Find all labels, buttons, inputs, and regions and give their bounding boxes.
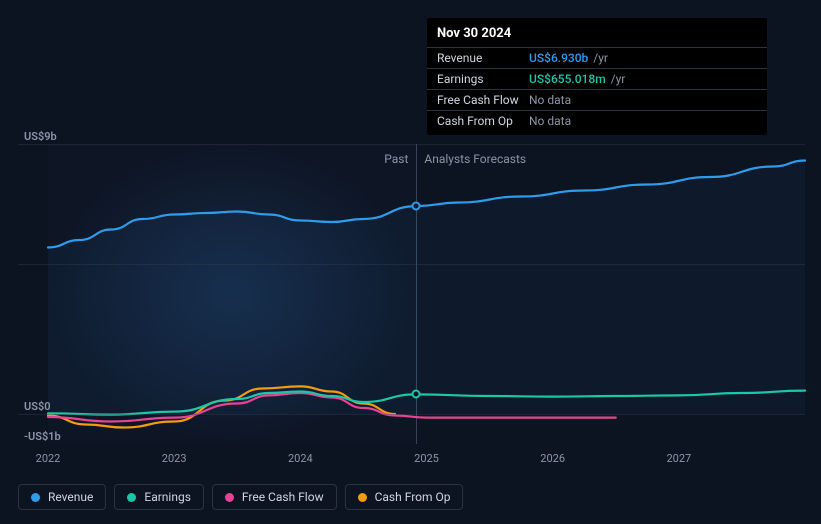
gridline: [18, 144, 805, 145]
tooltip-row-value: No data: [529, 113, 571, 129]
x-axis-label: 2025: [414, 452, 439, 465]
plot-area[interactable]: Past Analysts Forecasts: [48, 144, 805, 444]
tooltip-row: EarningsUS$655.018m /yr: [427, 68, 767, 89]
tooltip-row-label: Cash From Op: [437, 113, 529, 129]
tooltip-row-label: Earnings: [437, 71, 529, 87]
tooltip-row-value: US$655.018m /yr: [529, 71, 625, 87]
tooltip-row: Free Cash FlowNo data: [427, 89, 767, 110]
marker-revenue: [412, 202, 421, 211]
tooltip: Nov 30 2024 RevenueUS$6.930b /yrEarnings…: [427, 18, 767, 135]
tooltip-row: Cash From OpNo data: [427, 110, 767, 131]
y-axis-label: US$0: [24, 400, 51, 413]
legend: Revenue Earnings Free Cash Flow Cash From O…: [18, 484, 463, 510]
legend-label: Cash From Op: [375, 490, 451, 504]
legend-dot: [225, 493, 234, 502]
tooltip-row: RevenueUS$6.930b /yr: [427, 47, 767, 68]
tooltip-row-label: Revenue: [437, 50, 529, 66]
legend-label: Revenue: [48, 490, 93, 504]
tooltip-row-label: Free Cash Flow: [437, 92, 529, 108]
legend-dot: [127, 493, 136, 502]
legend-item-cash-from-op[interactable]: Cash From Op: [345, 484, 464, 510]
legend-item-free-cash-flow[interactable]: Free Cash Flow: [212, 484, 337, 510]
legend-item-revenue[interactable]: Revenue: [18, 484, 106, 510]
x-axis-label: 2024: [288, 452, 313, 465]
marker-earnings: [412, 390, 421, 399]
legend-label: Free Cash Flow: [242, 490, 324, 504]
tooltip-row-value: No data: [529, 92, 571, 108]
x-axis-label: 2026: [540, 452, 565, 465]
tooltip-date: Nov 30 2024: [427, 26, 767, 47]
x-axis-label: 2022: [36, 452, 61, 465]
gridline: [18, 264, 805, 265]
x-axis-label: 2027: [666, 452, 691, 465]
legend-item-earnings[interactable]: Earnings: [114, 484, 204, 510]
legend-label: Earnings: [144, 490, 191, 504]
y-axis-label: -US$1b: [24, 430, 61, 443]
legend-dot: [31, 493, 40, 502]
tooltip-row-value: US$6.930b /yr: [529, 50, 608, 66]
chart-lines: [48, 144, 805, 444]
x-axis-label: 2023: [162, 452, 187, 465]
legend-dot: [358, 493, 367, 502]
revenue-area-fill: [48, 161, 805, 415]
y-axis-label: US$9b: [24, 130, 57, 143]
gridline: [18, 414, 805, 415]
